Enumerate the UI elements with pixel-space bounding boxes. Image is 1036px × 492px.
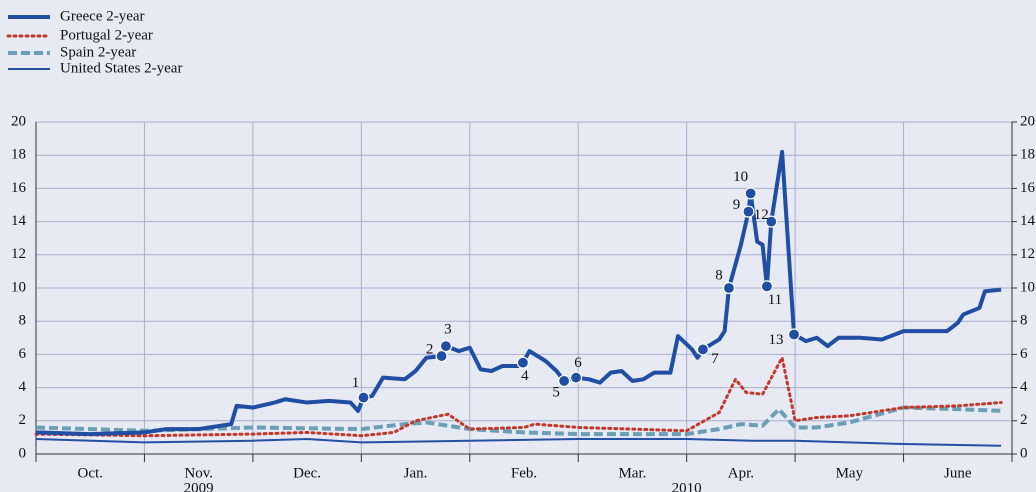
x-tick-label: Feb. [511, 465, 537, 481]
y-tick-label: 4 [19, 379, 27, 395]
x-tick-label: Mar. [618, 465, 646, 481]
y2-tick-label: 14 [1020, 213, 1036, 229]
annotation-marker [765, 215, 778, 228]
y-tick-label: 8 [19, 313, 27, 329]
legend-label: Greece 2-year [60, 8, 145, 24]
legend-label: Portugal 2-year [60, 27, 153, 43]
annotation-marker [742, 205, 755, 218]
year-label: 2010 [672, 480, 702, 492]
series-line [35, 438, 1002, 447]
y-tick-label: 20 [11, 113, 26, 129]
x-tick-label: Nov. [184, 465, 213, 481]
annotation-marker [760, 280, 774, 293]
y-tick-label: 18 [11, 147, 26, 163]
y2-tick-label: 2 [1020, 412, 1028, 428]
y-tick-label: 14 [11, 213, 27, 229]
annotation-label: 11 [768, 292, 782, 308]
annotation-label: 3 [444, 322, 452, 338]
annotation-marker [787, 328, 801, 341]
annotation-label: 6 [574, 355, 582, 371]
annotation-marker [439, 340, 453, 353]
annotation-label: 1 [352, 375, 360, 391]
series-line [34, 356, 1003, 438]
y-tick-label: 12 [11, 246, 26, 262]
annotation-marker [722, 281, 736, 295]
annotation-marker [696, 343, 710, 356]
annotation-marker [516, 356, 530, 369]
y2-tick-label: 0 [1020, 445, 1028, 461]
annotation-label: 10 [733, 169, 748, 185]
x-tick-label: Apr. [728, 465, 754, 481]
annotation-label: 13 [769, 332, 784, 348]
y2-tick-label: 18 [1020, 147, 1035, 163]
y2-tick-label: 6 [1020, 346, 1028, 362]
y2-tick-label: 4 [1020, 379, 1028, 395]
y-tick-label: 6 [19, 346, 27, 362]
y-tick-label: 0 [19, 445, 27, 461]
series-line [35, 405, 1002, 437]
annotation-label: 2 [426, 341, 434, 357]
x-tick-label: Oct. [78, 465, 103, 481]
x-tick-label: Jan. [404, 465, 428, 481]
x-tick-label: June [944, 465, 972, 481]
y2-tick-label: 10 [1020, 279, 1035, 295]
annotation-label: 9 [733, 197, 741, 213]
annotation-label: 5 [552, 384, 560, 400]
legend-label: Spain 2-year [60, 44, 136, 60]
y2-tick-label: 20 [1020, 113, 1035, 129]
y-tick-label: 2 [19, 412, 27, 428]
x-tick-label: May [836, 465, 864, 481]
y2-tick-label: 8 [1020, 313, 1028, 329]
x-tick-label: Dec. [293, 465, 321, 481]
series-line [35, 149, 1002, 437]
legend-label: United States 2-year [60, 60, 182, 76]
annotation-label: 4 [521, 368, 529, 384]
annotation-marker [435, 349, 448, 363]
annotation-label: 12 [754, 207, 769, 223]
annotation-marker [558, 374, 571, 388]
y2-tick-label: 12 [1020, 246, 1035, 262]
annotation-label: 7 [711, 351, 719, 367]
y2-tick-label: 16 [1020, 180, 1036, 196]
annotation-label: 8 [715, 267, 723, 283]
annotation-marker [569, 371, 583, 384]
year-label: 2009 [184, 480, 214, 492]
y-tick-label: 16 [11, 180, 27, 196]
annotation-marker [744, 187, 757, 200]
y-tick-label: 10 [11, 279, 26, 295]
annotation-marker [357, 391, 370, 404]
